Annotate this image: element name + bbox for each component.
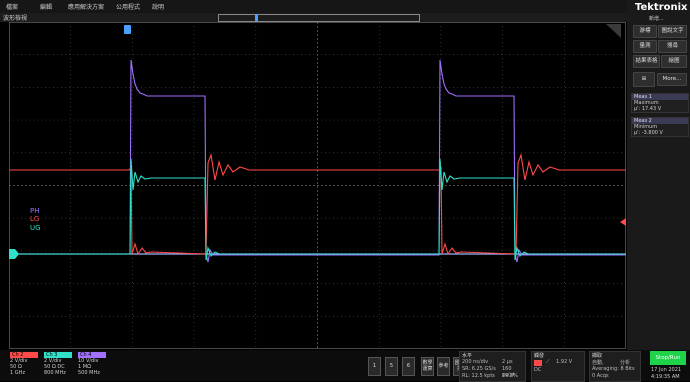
waveform-svg bbox=[9, 22, 626, 349]
ch3-impedance: 50 Ω DC bbox=[44, 364, 65, 370]
meas2-value: µ': -3.800 V bbox=[634, 130, 663, 136]
ch2-bandwidth: 1 GHz bbox=[10, 370, 26, 376]
right-control-panel: Tektronix 新增... 游標 圖說文字 量測 搜尋 結果表格 繪圖 ⊞ … bbox=[627, 0, 690, 350]
ch4-impedance: 1 MΩ bbox=[78, 364, 91, 370]
menu-edit[interactable]: 編輯 bbox=[40, 4, 53, 11]
meas2-name: Minimum bbox=[634, 124, 658, 130]
measurement-1[interactable]: Meas 1 Maximum µ': 17.43 V bbox=[631, 93, 689, 113]
acquisition-title: 擷取 bbox=[592, 353, 603, 359]
add-math-button[interactable]: 數學運算 bbox=[421, 357, 434, 376]
menu-bar: 檔案 編輯 應用解決方案 公用程式 說明 bbox=[0, 0, 627, 13]
trigger-slope-icon: ⟋ bbox=[546, 359, 550, 365]
menu-file[interactable]: 檔案 bbox=[6, 4, 19, 11]
callout-button[interactable]: 圖說文字 bbox=[658, 25, 687, 38]
trigger-coupling: DC bbox=[534, 367, 542, 373]
add-new-label[interactable]: 新增... bbox=[649, 16, 664, 22]
acquisition-badge[interactable]: 擷取 自動, 分析 Averaging: 8 Bits 0 Acqs bbox=[589, 351, 641, 382]
menu-help[interactable]: 說明 bbox=[152, 4, 165, 11]
menu-utilities[interactable]: 公用程式 bbox=[116, 4, 141, 11]
meas2-title: Meas 2 bbox=[634, 118, 652, 124]
menu-applications[interactable]: 應用解決方案 bbox=[68, 4, 105, 11]
trigger-source-icon bbox=[534, 360, 542, 366]
waveform-display[interactable] bbox=[9, 22, 626, 349]
run-stop-label: Stop/Run bbox=[655, 355, 681, 361]
horizontal-sample-rate: SR: 6.25 GS/s bbox=[462, 366, 496, 372]
add-ref-button[interactable]: 參考 bbox=[437, 357, 450, 376]
trace-label-lg: LG bbox=[30, 215, 40, 223]
measurement-2[interactable]: Meas 2 Minimum µ': -3.800 V bbox=[631, 117, 689, 137]
ch2-impedance: 50 Ω bbox=[10, 364, 22, 370]
ch2-badge[interactable]: Ch 2 2 V/div 50 Ω 1 GHz bbox=[10, 352, 38, 380]
ch3-bandwidth: 800 MHz bbox=[44, 370, 66, 376]
ch2-scale: 2 V/div bbox=[10, 358, 28, 364]
trace-label-ph: PH bbox=[30, 207, 40, 215]
cursor-button[interactable]: 游標 bbox=[633, 25, 657, 38]
acquisition-mode: 自動, bbox=[592, 360, 604, 366]
acquisition-count: 0 Acqs bbox=[592, 373, 609, 379]
ch4-badge-name: Ch 4 bbox=[78, 352, 106, 358]
measure-button[interactable]: 量測 bbox=[633, 40, 657, 53]
channel-6-button[interactable]: 6 bbox=[402, 357, 415, 376]
ch3-badge-name: Ch 3 bbox=[44, 352, 72, 358]
trigger-badge[interactable]: 觸發 ⟋ 1.92 V DC bbox=[531, 351, 585, 382]
meas1-value: µ': 17.43 V bbox=[634, 106, 662, 112]
waveform-view-tab[interactable]: 波形檢視 bbox=[3, 15, 28, 22]
horizontal-duration: 2 µs bbox=[502, 359, 513, 365]
ch2-ground-marker bbox=[9, 249, 19, 259]
trigger-level: 1.92 V bbox=[556, 359, 573, 365]
channel-1-button[interactable]: 1 bbox=[368, 357, 381, 376]
acquisition-averaging: Averaging: 8 Bits bbox=[592, 366, 635, 372]
ch2-badge-name: Ch 2 bbox=[10, 352, 38, 358]
horizontal-record-length: RL: 12.5 kpts bbox=[462, 373, 495, 379]
ch4-badge[interactable]: Ch 4 10 V/div 1 MΩ 500 MHz bbox=[78, 352, 106, 380]
horizontal-title: 水平 bbox=[462, 353, 473, 359]
more-button[interactable]: More... bbox=[657, 73, 687, 86]
trigger-level-marker bbox=[620, 218, 626, 226]
ch3-ph-trace bbox=[9, 59, 626, 263]
results-table-button[interactable]: 結果表格 bbox=[633, 55, 660, 68]
search-button[interactable]: 搜尋 bbox=[658, 40, 687, 53]
horizontal-resolution: 160 ps/pt bbox=[502, 366, 515, 378]
ch1-lg-trace bbox=[9, 152, 626, 256]
ch3-badge[interactable]: Ch 3 2 V/div 50 Ω DC 800 MHz bbox=[44, 352, 72, 380]
waveform-tab-bar: 波形檢視 bbox=[0, 13, 627, 22]
add-widget-icon[interactable]: ⊞ bbox=[633, 72, 655, 87]
ch4-bandwidth: 500 MHz bbox=[78, 370, 100, 376]
acquisition-type: 分析 bbox=[620, 360, 631, 366]
horizontal-badge[interactable]: 水平 200 ns/div SR: 6.25 GS/s RL: 12.5 kpt… bbox=[459, 351, 526, 382]
record-overview[interactable] bbox=[218, 14, 420, 22]
ch3-scale: 2 V/div bbox=[44, 358, 62, 364]
trace-label-ug: UG bbox=[30, 224, 41, 232]
meas1-title: Meas 1 bbox=[634, 94, 652, 100]
overview-position-marker[interactable] bbox=[255, 14, 258, 21]
run-stop-button[interactable]: Stop/Run bbox=[650, 351, 686, 365]
ch2-ug-trace bbox=[9, 158, 626, 261]
trigger-title: 觸發 bbox=[534, 353, 545, 359]
trigger-position-marker bbox=[124, 25, 131, 34]
meas1-name: Maximum bbox=[634, 100, 659, 106]
channel-5-button[interactable]: 5 bbox=[385, 357, 398, 376]
plot-button[interactable]: 繪圖 bbox=[661, 55, 687, 68]
horizontal-position: 19.3% bbox=[502, 373, 518, 379]
status-time: 4:19:35 AM bbox=[651, 374, 680, 380]
brand-logo: Tektronix bbox=[635, 2, 688, 13]
status-date: 17 Jun 2021 bbox=[651, 367, 682, 373]
ch4-scale: 10 V/div bbox=[78, 358, 99, 364]
horizontal-scale: 200 ns/div bbox=[462, 359, 489, 365]
plot-corner-badge bbox=[606, 24, 621, 38]
